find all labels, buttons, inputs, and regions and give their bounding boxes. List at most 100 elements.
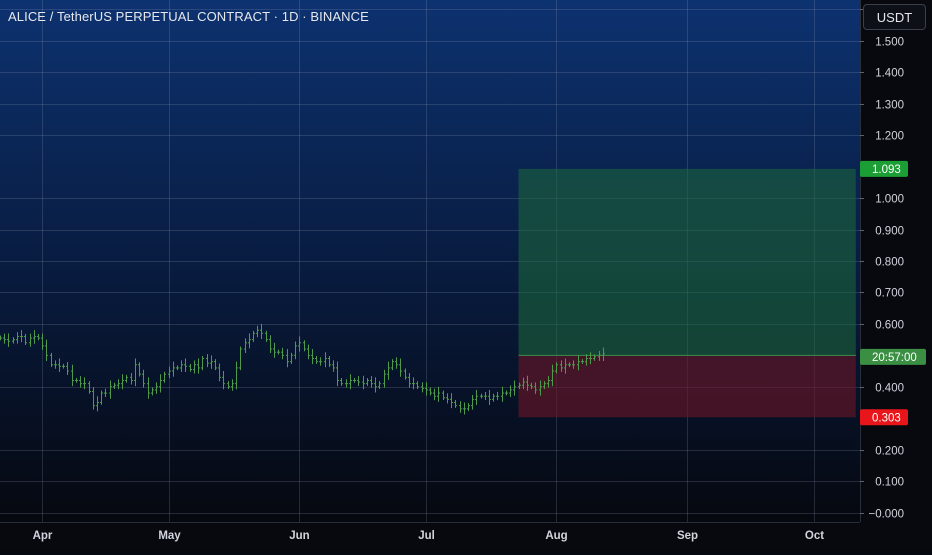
time-tick-label: Apr (33, 530, 53, 542)
price-bar (395, 357, 398, 369)
price-axis[interactable]: 1.6001.5001.4001.3001.2001.0000.9000.800… (860, 5, 904, 521)
price-bar (286, 349, 289, 368)
price-bar (593, 354, 596, 361)
price-bar (539, 380, 542, 396)
price-bar (142, 369, 145, 388)
time-tick-label: Aug (545, 530, 567, 542)
price-bar (374, 377, 377, 393)
time-axis[interactable]: Apr May Jun Jul Aug Sep Oct (33, 530, 825, 542)
price-bar (345, 379, 348, 388)
currency-button[interactable]: USDT (863, 4, 926, 30)
price-bar (315, 355, 318, 364)
price-bar (568, 362, 571, 368)
price-tick-label: 0.900 (875, 226, 904, 238)
price-bar (404, 368, 407, 380)
price-bar (117, 379, 120, 390)
price-bar (560, 360, 563, 372)
price-bar (184, 358, 187, 373)
current-price-label: 20:57:00 (872, 352, 917, 364)
price-bar (340, 377, 343, 386)
price-bar (79, 376, 82, 388)
price-bar (454, 399, 457, 408)
price-bar (408, 372, 411, 388)
price-bar (159, 374, 162, 393)
price-bar (362, 375, 365, 390)
price-bar (189, 363, 192, 372)
price-bar (366, 377, 369, 386)
price-bar (134, 358, 137, 387)
price-axis-background (860, 0, 932, 522)
price-bar (572, 360, 575, 369)
price-bar (75, 377, 78, 383)
price-bars-layer (0, 323, 605, 415)
price-bar (450, 393, 453, 409)
price-tick-label: 0.100 (875, 477, 904, 489)
price-bar (54, 360, 57, 369)
price-bar (303, 340, 306, 352)
price-bar (433, 388, 436, 401)
price-bar (577, 355, 580, 371)
price-bar (231, 379, 234, 391)
price-bar (501, 386, 504, 402)
time-tick-label: May (158, 530, 181, 542)
time-axis-background (0, 522, 932, 550)
profit-zone (518, 168, 856, 356)
price-bar (357, 376, 360, 387)
price-bar (172, 361, 175, 377)
price-bar (66, 361, 69, 376)
price-tick-label: −0.000 (869, 509, 905, 521)
price-bar (155, 382, 158, 394)
price-bar (7, 333, 10, 347)
price-bar (522, 377, 525, 390)
price-bar (239, 346, 242, 371)
price-bar (378, 381, 381, 390)
target-price-label-bg (860, 160, 908, 177)
price-bar (201, 355, 204, 371)
price-bar (273, 342, 276, 358)
price-bar (391, 359, 394, 371)
price-bar (20, 330, 23, 343)
price-bar (277, 349, 280, 355)
price-bar (121, 374, 124, 390)
price-bar (589, 352, 592, 365)
time-tick-label: Sep (677, 530, 698, 542)
price-bar (475, 389, 478, 406)
price-bar (505, 390, 508, 396)
price-tick-label: 1.300 (875, 100, 904, 112)
price-bar (281, 347, 284, 360)
price-bar (459, 401, 462, 413)
price-bar (96, 396, 99, 412)
price-bar (50, 352, 53, 368)
price-bar (244, 338, 247, 354)
price-bar (319, 357, 322, 366)
price-bar (425, 382, 428, 396)
price-bar (383, 369, 386, 388)
price-bar (463, 402, 466, 415)
price-bar (3, 333, 6, 344)
price-bar (298, 336, 301, 352)
price-bar (88, 381, 91, 394)
price-bar (180, 360, 183, 372)
price-bar (130, 372, 133, 385)
price-bar (585, 354, 588, 366)
price-bar (307, 344, 310, 360)
stop-price-label-bg (860, 409, 908, 426)
price-bar (513, 380, 516, 396)
price-bar (24, 333, 27, 346)
price-bar (518, 382, 521, 390)
price-tick-label: 0.700 (875, 288, 904, 300)
price-tick-label: 0.400 (875, 383, 904, 395)
price-bar (387, 361, 390, 380)
price-bar (62, 363, 65, 369)
price-bar (113, 382, 116, 390)
price-tick-label: 1.000 (875, 194, 904, 206)
price-bar (332, 360, 335, 372)
price-bar (138, 362, 141, 377)
price-bar (526, 375, 529, 391)
price-bar (564, 358, 567, 374)
price-bar (214, 359, 217, 371)
price-bar (437, 386, 440, 402)
price-bar (197, 358, 200, 374)
